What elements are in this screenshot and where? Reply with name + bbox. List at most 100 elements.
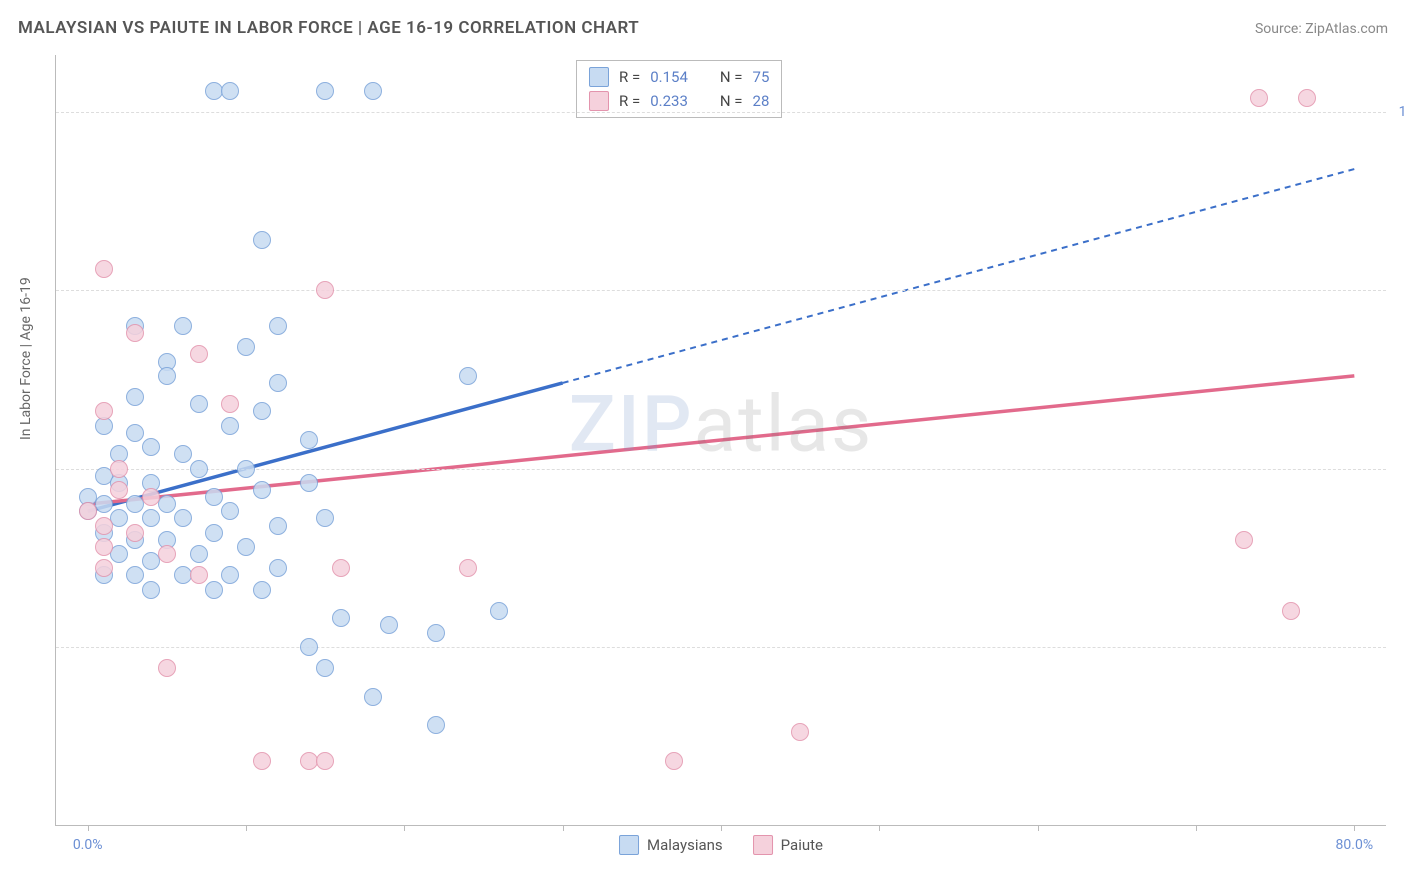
data-point bbox=[237, 338, 255, 356]
legend-swatch bbox=[589, 91, 609, 111]
data-point bbox=[316, 659, 334, 677]
legend-label: Malaysians bbox=[647, 836, 723, 854]
x-tick bbox=[721, 825, 722, 831]
data-point bbox=[427, 716, 445, 734]
data-point bbox=[95, 495, 113, 513]
source-label: Source: ZipAtlas.com bbox=[1255, 21, 1388, 37]
data-point bbox=[316, 752, 334, 770]
data-point bbox=[221, 417, 239, 435]
data-point bbox=[221, 82, 239, 100]
data-point bbox=[316, 281, 334, 299]
data-point bbox=[95, 260, 113, 278]
data-point bbox=[427, 624, 445, 642]
data-point bbox=[95, 559, 113, 577]
data-point bbox=[332, 609, 350, 627]
data-point bbox=[665, 752, 683, 770]
data-point bbox=[459, 367, 477, 385]
data-point bbox=[158, 545, 176, 563]
stat-r-label: R = bbox=[619, 92, 640, 110]
stats-row: R = 0.233N = 28 bbox=[589, 89, 769, 113]
data-point bbox=[126, 324, 144, 342]
x-tick bbox=[1038, 825, 1039, 831]
x-tick bbox=[1196, 825, 1197, 831]
data-point bbox=[1282, 602, 1300, 620]
stat-n-label: N = bbox=[720, 68, 743, 86]
gridline bbox=[56, 290, 1386, 291]
x-tick bbox=[879, 825, 880, 831]
data-point bbox=[237, 538, 255, 556]
data-point bbox=[142, 438, 160, 456]
data-point bbox=[253, 402, 271, 420]
chart-title: MALAYSIAN VS PAIUTE IN LABOR FORCE | AGE… bbox=[18, 18, 639, 38]
data-point bbox=[1235, 531, 1253, 549]
plot-area: ZIPatlas R = 0.154N = 75R = 0.233N = 28 … bbox=[55, 55, 1386, 826]
data-point bbox=[253, 752, 271, 770]
x-tick bbox=[246, 825, 247, 831]
data-point bbox=[221, 566, 239, 584]
data-point bbox=[205, 488, 223, 506]
data-point bbox=[364, 688, 382, 706]
data-point bbox=[110, 545, 128, 563]
data-point bbox=[95, 402, 113, 420]
legend-label: Paiute bbox=[781, 836, 823, 854]
data-point bbox=[110, 509, 128, 527]
stats-row: R = 0.154 N = 75 bbox=[589, 65, 769, 89]
y-axis-label: In Labor Force | Age 16-19 bbox=[18, 277, 34, 440]
data-point bbox=[142, 581, 160, 599]
data-point bbox=[174, 317, 192, 335]
data-point bbox=[269, 559, 287, 577]
data-point bbox=[1250, 89, 1268, 107]
data-point bbox=[205, 524, 223, 542]
data-point bbox=[332, 559, 350, 577]
data-point bbox=[174, 445, 192, 463]
data-point bbox=[316, 82, 334, 100]
data-point bbox=[459, 559, 477, 577]
data-point bbox=[158, 659, 176, 677]
legend-swatch bbox=[753, 835, 773, 855]
bottom-legend: Malaysians Paiute bbox=[619, 835, 823, 855]
regression-lines bbox=[56, 55, 1386, 825]
stat-n-value: 28 bbox=[753, 92, 770, 110]
data-point bbox=[142, 488, 160, 506]
data-point bbox=[110, 460, 128, 478]
gridline bbox=[56, 469, 1386, 470]
data-point bbox=[253, 231, 271, 249]
data-point bbox=[142, 509, 160, 527]
stat-r-value: 0.154 bbox=[650, 68, 688, 86]
stat-r-label: R = bbox=[619, 68, 640, 86]
x-tick bbox=[88, 825, 89, 831]
data-point bbox=[791, 723, 809, 741]
data-point bbox=[316, 509, 334, 527]
data-point bbox=[79, 502, 97, 520]
x-tick-label: 80.0% bbox=[1336, 837, 1374, 853]
gridline bbox=[56, 647, 1386, 648]
data-point bbox=[190, 545, 208, 563]
data-point bbox=[380, 616, 398, 634]
data-point bbox=[126, 388, 144, 406]
data-point bbox=[300, 431, 318, 449]
data-point bbox=[300, 638, 318, 656]
stat-r-value: 0.233 bbox=[650, 92, 688, 110]
data-point bbox=[158, 367, 176, 385]
data-point bbox=[269, 317, 287, 335]
legend-item: Malaysians bbox=[619, 835, 723, 855]
data-point bbox=[490, 602, 508, 620]
data-point bbox=[190, 566, 208, 584]
data-point bbox=[126, 424, 144, 442]
legend-swatch bbox=[619, 835, 639, 855]
y-tick-label: 100.0% bbox=[1399, 104, 1406, 120]
data-point bbox=[221, 395, 239, 413]
data-point bbox=[158, 495, 176, 513]
legend-swatch bbox=[589, 67, 609, 87]
x-tick bbox=[563, 825, 564, 831]
data-point bbox=[126, 566, 144, 584]
x-tick bbox=[1354, 825, 1355, 831]
data-point bbox=[253, 581, 271, 599]
data-point bbox=[221, 502, 239, 520]
data-point bbox=[190, 460, 208, 478]
gridline bbox=[56, 112, 1386, 113]
data-point bbox=[110, 481, 128, 499]
data-point bbox=[95, 538, 113, 556]
stat-n-value: 75 bbox=[753, 68, 770, 86]
data-point bbox=[253, 481, 271, 499]
